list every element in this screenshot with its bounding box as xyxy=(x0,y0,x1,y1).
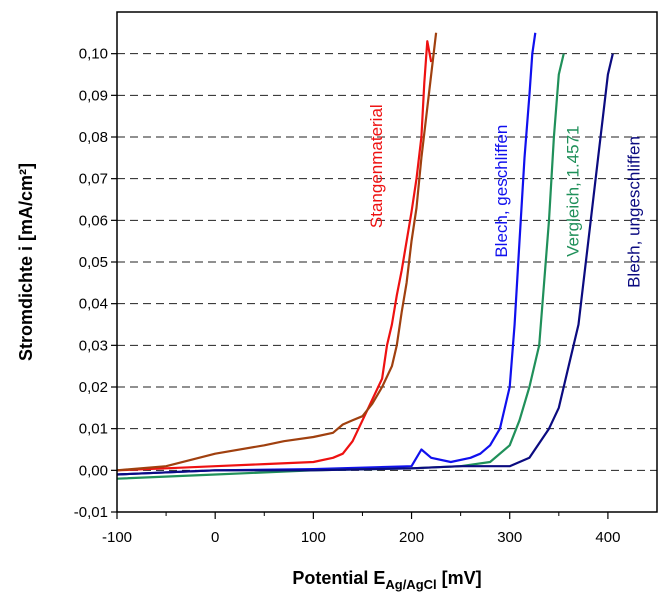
y-tick-label: 0,08 xyxy=(79,129,108,146)
y-tick-label: 0,06 xyxy=(79,212,108,229)
axis-ticks xyxy=(111,53,609,519)
x-tick-label: 200 xyxy=(399,529,424,546)
y-tick-label: 0,03 xyxy=(79,337,108,354)
x-tick-label: 0 xyxy=(211,529,219,546)
y-axis-title: Stromdichte i [mA/cm²] xyxy=(16,163,36,361)
x-tick-label: -100 xyxy=(102,529,132,546)
y-tick-label: 0,10 xyxy=(79,46,108,63)
x-axis-title-main: Potential E xyxy=(292,568,385,588)
y-tick-label: 0,07 xyxy=(79,171,108,188)
series-label-0: Stangenmaterial xyxy=(367,104,386,228)
x-tick-label: 300 xyxy=(497,529,522,546)
series-line-0 xyxy=(116,40,433,472)
series-line-2 xyxy=(116,32,537,476)
x-axis-title-unit: [mV] xyxy=(437,568,482,588)
y-tick-label: 0,04 xyxy=(79,296,108,313)
series-lines xyxy=(116,32,614,480)
y-tick-label: 0,01 xyxy=(79,421,108,438)
x-axis-title: Potential EAg/AgCl [mV] xyxy=(292,568,481,592)
series-label-4: Blech, ungeschliffen xyxy=(624,136,643,288)
y-tick-label: 0,02 xyxy=(79,379,108,396)
series-label-3: Vergleich, 1.4571 xyxy=(564,126,583,257)
tick-labels: -0,01 0,00 0,01 0,02 0,03 0,04 0,05 0,06 0,07 0,0… xyxy=(74,46,621,546)
series-line-1 xyxy=(116,32,438,472)
grid-lines xyxy=(117,53,657,471)
x-tick-label: 400 xyxy=(595,529,620,546)
y-tick-label: 0,05 xyxy=(79,254,108,271)
x-axis-title-subscript: Ag/AgCl xyxy=(385,577,436,592)
series-labels: Stangenmaterial Blech, geschliffen Verglei… xyxy=(367,104,643,288)
y-tick-label: 0,09 xyxy=(79,87,108,104)
x-tick-label: 100 xyxy=(301,529,326,546)
series-label-2: Blech, geschliffen xyxy=(492,125,511,258)
y-tick-label: -0,01 xyxy=(74,504,108,521)
series-line-4 xyxy=(116,53,614,476)
y-tick-label: 0,00 xyxy=(79,462,108,479)
